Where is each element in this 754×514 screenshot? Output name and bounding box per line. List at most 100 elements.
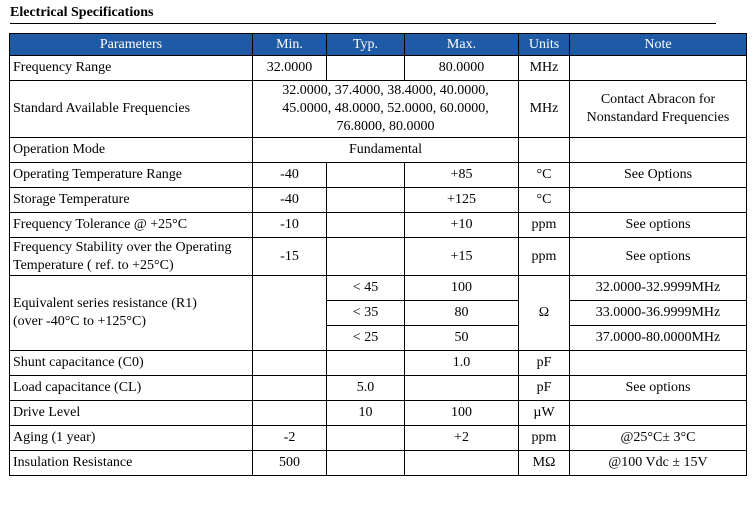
param-cell: Operating Temperature Range [9,162,253,188]
param-cell: Frequency Range [9,55,253,81]
max-cell: +15 [404,237,519,276]
note-cell: @25°C± 3°C [569,425,747,451]
typ-cell [326,162,405,188]
min-cell [252,375,327,401]
param-cell: Shunt capacitance (C0) [9,350,253,376]
note-cell: 33.0000-36.9999MHz [569,300,747,326]
note-cell: 37.0000-80.0000MHz [569,325,747,351]
header-note: Note [569,33,747,56]
param-cell: Frequency Stability over the Operating T… [9,237,253,276]
table-row: Standard Available Frequencies 32.0000, … [9,80,747,138]
param-cell: Insulation Resistance [9,450,253,476]
table-row: < 35 80 33.0000-36.9999MHz [10,300,747,326]
max-cell: +2 [404,425,519,451]
units-cell: µW [518,400,570,426]
typ-cell: 5.0 [326,375,405,401]
header-parameters: Parameters [9,33,253,56]
table-row: Equivalent series resistance (R1) (over … [9,275,747,351]
table-row: < 25 50 37.0000-80.0000MHz [10,325,747,351]
table-row: Shunt capacitance (C0) 1.0 pF [9,350,747,376]
max-cell: 100 [404,400,519,426]
note-cell [569,187,747,213]
param-cell: Drive Level [9,400,253,426]
table-row: Insulation Resistance 500 MΩ @100 Vdc ± … [9,450,747,476]
max-cell: 80.0000 [404,55,519,81]
header-row: Parameters Min. Typ. Max. Units Note [9,33,747,56]
table-row: Aging (1 year) -2 +2 ppm @25°C± 3°C [9,425,747,451]
table-row: Frequency Range 32.0000 80.0000 MHz [9,55,747,81]
header-units: Units [518,33,570,56]
units-cell: ppm [518,237,570,276]
esr-param-line2: (over -40°C to +125°C) [13,314,147,329]
max-cell [404,450,519,476]
min-cell [252,350,327,376]
esr-param-line1: Equivalent series resistance (R1) [13,296,197,311]
table-row: Operating Temperature Range -40 +85 °C S… [9,162,747,188]
min-cell: -40 [252,162,327,188]
typ-cell [326,350,405,376]
values-cell: 32.0000, 37.4000, 38.4000, 40.0000, 45.0… [252,80,519,138]
units-cell [518,137,570,163]
typ-cell [326,187,405,213]
param-cell: Aging (1 year) [9,425,253,451]
param-cell: Load capacitance (CL) [9,375,253,401]
typ-cell [326,55,405,81]
section-title: Electrical Specifications [10,5,154,20]
typ-cell [326,425,405,451]
min-cell: -15 [252,237,327,276]
table-row: Frequency Stability over the Operating T… [9,237,747,276]
units-cell: MΩ [518,450,570,476]
table-row: Frequency Tolerance @ +25°C -10 +10 ppm … [9,212,747,238]
min-cell: -40 [252,187,327,213]
max-cell: 1.0 [404,350,519,376]
header-max: Max. [404,33,519,56]
param-cell: Operation Mode [9,137,253,163]
min-cell: -10 [252,212,327,238]
max-cell: 50 [404,325,519,351]
units-cell: °C [518,187,570,213]
units-cell: ppm [518,425,570,451]
note-cell [569,350,747,376]
units-cell: MHz [518,80,570,138]
table-row: Operation Mode Fundamental [9,137,747,163]
min-cell: 500 [252,450,327,476]
min-cell: 32.0000 [252,55,327,81]
note-cell [569,137,747,163]
max-cell: +10 [404,212,519,238]
units-cell: pF [518,350,570,376]
table-row: Drive Level 10 100 µW [9,400,747,426]
note-cell: See Options [569,162,747,188]
header-typ: Typ. [326,33,405,56]
note-cell: See options [569,212,747,238]
table-row: Load capacitance (CL) 5.0 pF See options [9,375,747,401]
min-cell: -2 [252,425,327,451]
typ-cell [326,237,405,276]
param-cell: Storage Temperature [9,187,253,213]
units-cell: MHz [518,55,570,81]
esr-param-cell: Equivalent series resistance (R1) (over … [9,275,253,351]
param-cell: Standard Available Frequencies [9,80,253,138]
electrical-spec-table: Parameters Min. Typ. Max. Units Note Fre… [9,33,747,476]
typ-cell [326,212,405,238]
max-cell [404,375,519,401]
max-cell: 100 [404,275,519,301]
note-cell [569,400,747,426]
units-cell: pF [518,375,570,401]
units-cell: °C [518,162,570,188]
table-row: Storage Temperature -40 +125 °C [9,187,747,213]
max-cell: +85 [404,162,519,188]
typ-cell: 10 [326,400,405,426]
value-cell: Fundamental [252,137,519,163]
min-cell [252,400,327,426]
note-cell: See options [569,237,747,276]
note-cell: Contact Abracon for Nonstandard Frequenc… [569,80,747,138]
max-cell: 80 [404,300,519,326]
param-cell: Frequency Tolerance @ +25°C [9,212,253,238]
typ-cell: < 25 [326,325,405,351]
note-cell: 32.0000-32.9999MHz [569,275,747,301]
note-cell: See options [569,375,747,401]
title-underline [10,23,716,24]
note-cell [569,55,747,81]
typ-cell: < 35 [326,300,405,326]
units-cell: Ω [518,275,570,351]
